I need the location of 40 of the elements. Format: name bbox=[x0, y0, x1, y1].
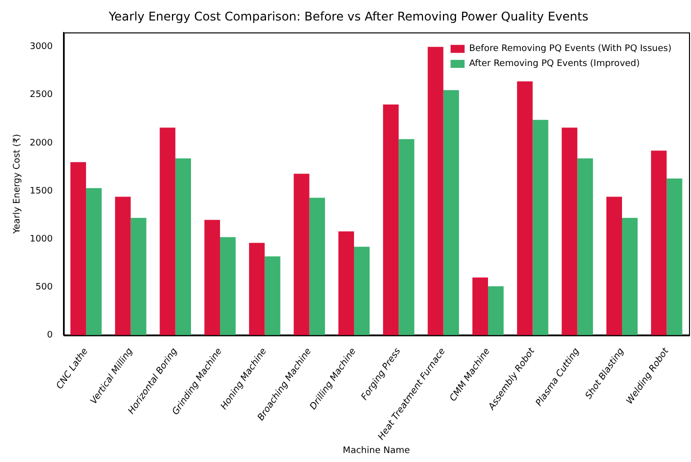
bar bbox=[264, 256, 280, 336]
bar bbox=[651, 150, 667, 336]
y-tick-label: 500 bbox=[36, 282, 53, 292]
bar bbox=[160, 128, 176, 336]
bar bbox=[354, 246, 370, 336]
bar bbox=[220, 237, 236, 336]
bar bbox=[383, 104, 399, 336]
bar bbox=[249, 242, 265, 336]
bar bbox=[443, 90, 459, 336]
bar bbox=[294, 174, 310, 336]
legend-label: Before Removing PQ Events (With PQ Issues) bbox=[469, 44, 672, 54]
x-axis-title: Machine Name bbox=[342, 446, 410, 456]
bar bbox=[666, 178, 682, 336]
y-tick-label: 2500 bbox=[30, 90, 53, 100]
y-tick-label: 2000 bbox=[30, 138, 53, 148]
y-tick-label: 1000 bbox=[30, 234, 53, 244]
y-tick-label: 1500 bbox=[30, 186, 53, 196]
bar bbox=[70, 162, 86, 336]
bar bbox=[577, 158, 593, 336]
legend-label: After Removing PQ Events (Improved) bbox=[469, 59, 640, 70]
y-tick-label: 3000 bbox=[30, 42, 53, 52]
bar bbox=[532, 120, 548, 336]
bar bbox=[309, 198, 325, 336]
bar bbox=[398, 139, 414, 336]
bar bbox=[175, 158, 191, 336]
bar bbox=[86, 188, 102, 336]
y-tick-label: 0 bbox=[46, 330, 53, 341]
bar bbox=[338, 231, 354, 336]
y-axis-title: Yearly Energy Cost (₹) bbox=[12, 134, 23, 235]
bar bbox=[517, 81, 533, 336]
bar bbox=[115, 196, 131, 336]
bar bbox=[130, 218, 146, 336]
chart-title: Yearly Energy Cost Comparison: Before vs After Removing Power Quality Events bbox=[108, 9, 588, 24]
bar bbox=[562, 128, 578, 336]
bar bbox=[204, 220, 220, 336]
bar bbox=[472, 278, 488, 336]
bar bbox=[428, 46, 444, 336]
bar bbox=[606, 196, 622, 336]
bar bbox=[488, 286, 504, 336]
bar bbox=[622, 218, 638, 336]
